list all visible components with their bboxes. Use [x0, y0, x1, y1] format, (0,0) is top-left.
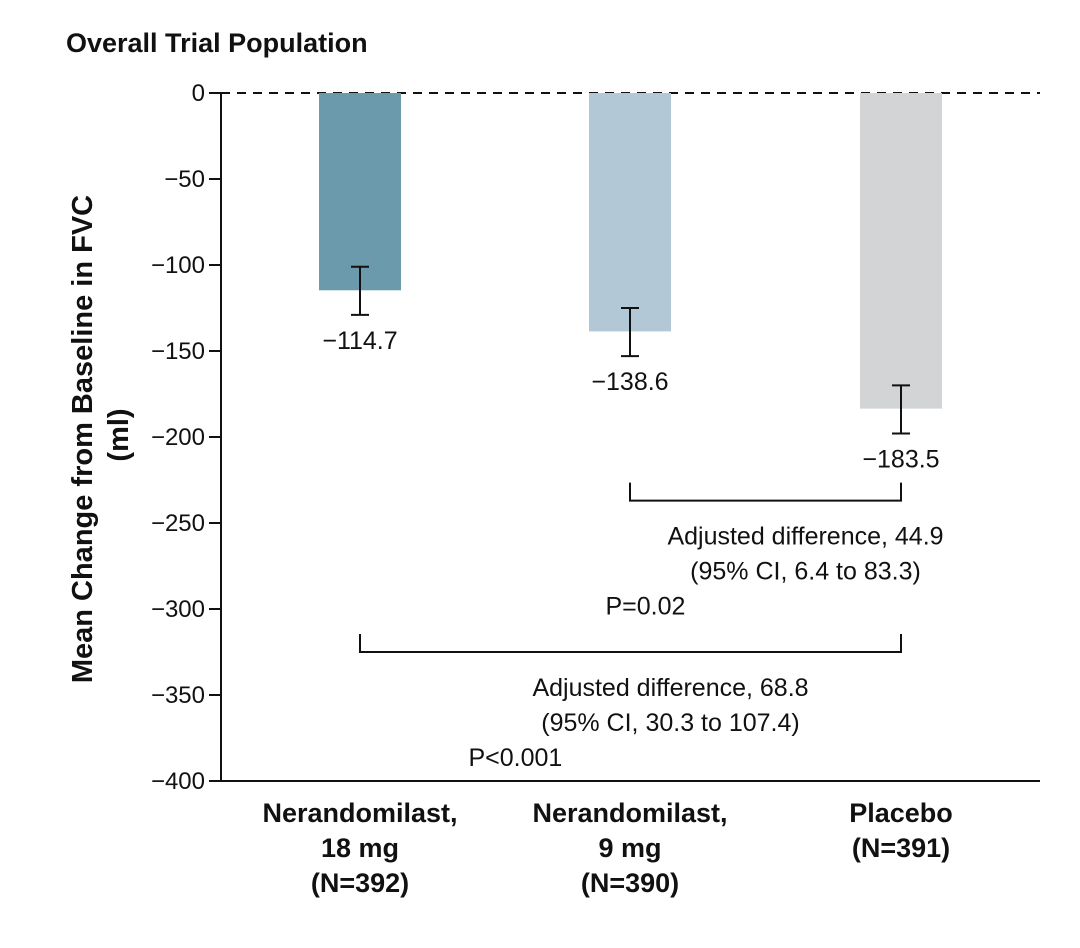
category-label-line: Nerandomilast,: [532, 798, 727, 828]
error-bars: [351, 265, 910, 435]
error-bar: [351, 265, 369, 316]
category-labels: Nerandomilast, 18 mg (N=392)Nerandomilast,…: [262, 798, 952, 898]
category-label: Nerandomilast, 9 mg (N=390): [532, 798, 727, 898]
value-labels: −114.7 −138.6 −183.5: [322, 327, 939, 474]
bar: [860, 93, 942, 409]
y-axis: 0 −50 −100 −150 −200 −250 −300 −350 −400: [151, 80, 222, 795]
category-label-line: (N=390): [581, 868, 679, 898]
y-tick-label: −300: [151, 596, 205, 623]
category-label: Nerandomilast, 18 mg (N=392): [262, 798, 457, 898]
chart-title: Overall Trial Population: [66, 28, 368, 58]
y-tick-label: −150: [151, 338, 205, 365]
error-bar: [892, 384, 910, 435]
comparison-annotation: Adjusted difference, 68.8 (95% CI, 30.3 t…: [469, 674, 809, 772]
y-axis-label: Mean Change from Baseline in FVC (ml): [67, 187, 135, 683]
comparison-annotation-line: P<0.001: [469, 744, 563, 772]
comparison-annotation-line: Adjusted difference, 44.9: [667, 523, 943, 551]
category-label-line: Nerandomilast,: [262, 798, 457, 828]
category-label-line: 18 mg: [321, 833, 399, 863]
comparison-bracket: Adjusted difference, 68.8 (95% CI, 30.3 t…: [359, 634, 902, 772]
bracket-line: [629, 482, 902, 502]
y-tick-label: −50: [164, 166, 205, 193]
category-label: Placebo (N=391): [849, 798, 953, 863]
value-label: −138.6: [591, 368, 668, 396]
y-axis-label-line-1: Mean Change from Baseline in FVC: [67, 195, 99, 683]
comparison-brackets: Adjusted difference, 44.9 (95% CI, 6.4 to…: [359, 482, 944, 772]
comparison-bracket: Adjusted difference, 44.9 (95% CI, 6.4 to…: [606, 482, 944, 621]
value-label: −114.7: [322, 327, 397, 355]
comparison-annotation: Adjusted difference, 44.9 (95% CI, 6.4 to…: [606, 523, 944, 621]
bar: [319, 93, 401, 291]
bracket-line: [359, 634, 902, 653]
bar: [589, 93, 671, 332]
category-label-line: (N=392): [311, 868, 409, 898]
error-bar: [621, 307, 639, 358]
y-tick-label: −200: [151, 424, 205, 451]
comparison-annotation-line: P=0.02: [606, 593, 686, 621]
y-tick-label: −250: [151, 510, 205, 537]
y-tick-label: −100: [151, 252, 205, 279]
comparison-annotation-line: (95% CI, 6.4 to 83.3): [690, 558, 921, 586]
category-label-line: 9 mg: [598, 833, 661, 863]
y-axis-label-line-2: (ml): [103, 408, 135, 461]
value-label: −183.5: [862, 446, 939, 474]
comparison-annotation-line: Adjusted difference, 68.8: [532, 674, 808, 702]
category-label-line: Placebo: [849, 798, 953, 828]
y-tick-label: 0: [192, 80, 205, 107]
comparison-annotation-line: (95% CI, 30.3 to 107.4): [541, 709, 799, 737]
y-tick-label: −350: [151, 682, 205, 709]
bars: [319, 93, 942, 409]
y-tick-label: −400: [151, 768, 205, 795]
category-label-line: (N=391): [852, 833, 950, 863]
